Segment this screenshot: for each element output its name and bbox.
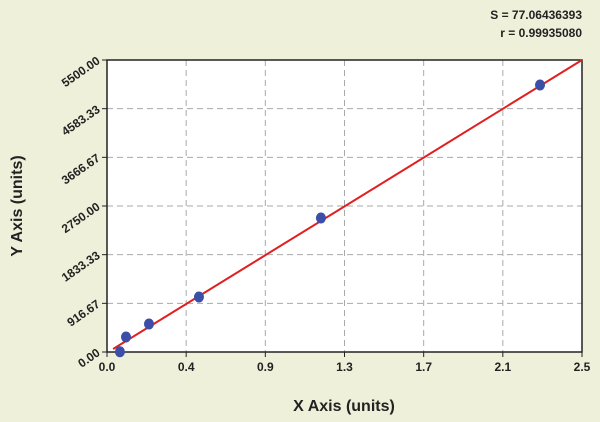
x-tick-label: 2.1 [494,360,511,374]
data-point [193,291,204,303]
annotation: S = 77.06436393 [490,8,582,22]
x-tick-label: 2.5 [574,360,591,374]
x-axis-title: X Axis (units) [293,398,395,415]
x-tick-label: 1.3 [336,360,353,374]
y-tick-label: 2750.00 [59,199,103,236]
y-axis-title: Y Axis (units) [9,155,26,256]
data-point [114,346,125,358]
annotation: r = 0.99935080 [500,26,582,40]
y-tick-label: 4583.33 [59,102,103,139]
y-tick-label: 916.67 [64,297,102,330]
data-point [535,79,546,91]
y-tick-label: 1833.33 [59,248,103,285]
y-tick-label: 3666.67 [59,151,103,188]
data-point [315,212,326,224]
x-tick-label: 1.7 [415,360,432,374]
plot-border [106,59,583,353]
x-tick-label: 0.9 [257,360,274,374]
x-tick-label: 0.0 [99,360,116,374]
fit-line [112,59,583,350]
data-point [143,318,154,330]
data-point [121,331,131,343]
x-tick-label: 0.4 [178,360,195,374]
y-tick-label: 5500.00 [59,53,103,90]
